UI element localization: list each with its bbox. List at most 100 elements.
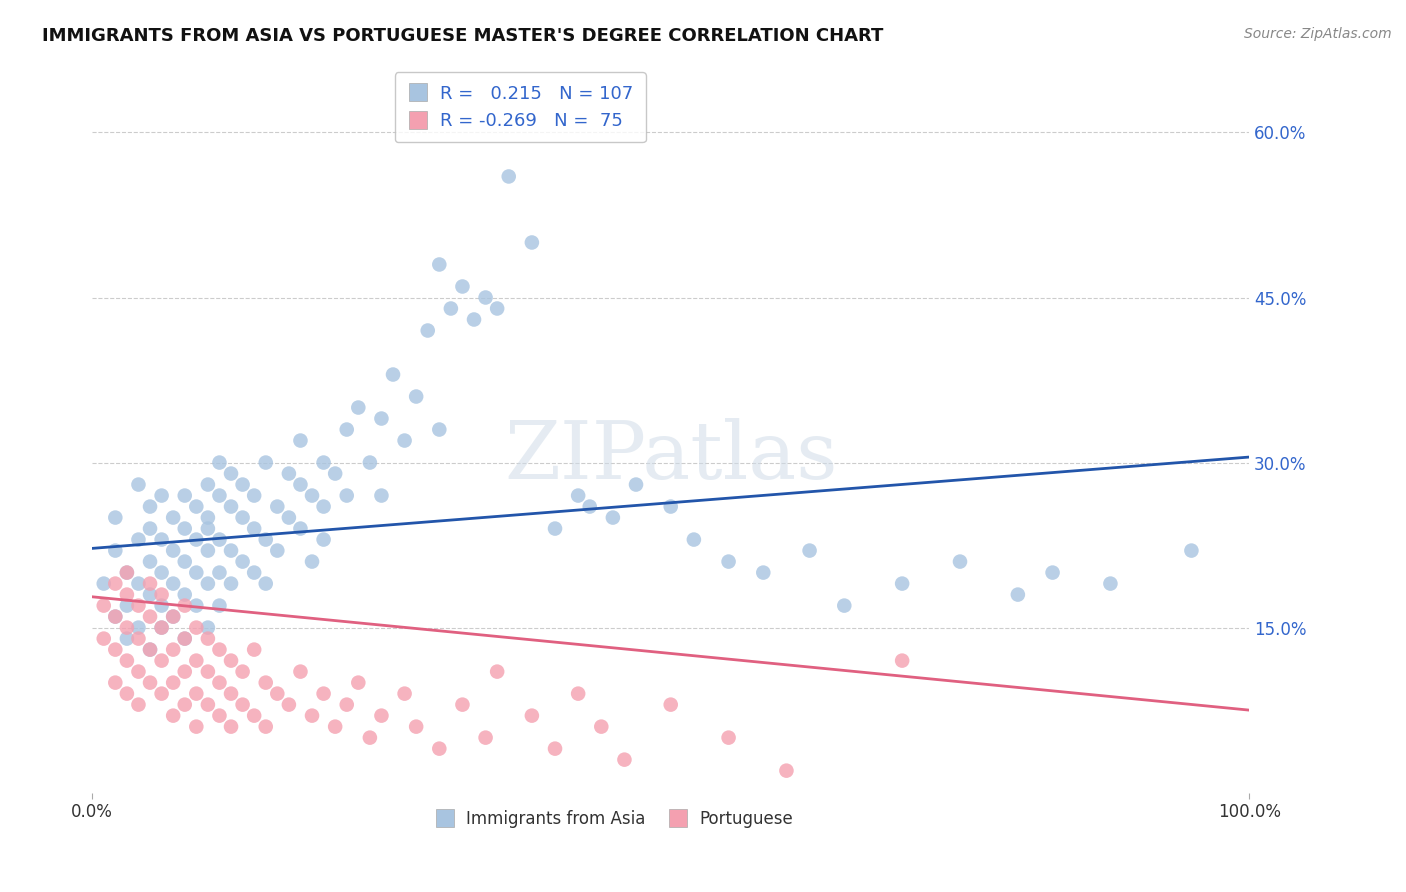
Point [208, 708, 231, 723]
Point [370, 489, 392, 503]
Point [208, 456, 231, 470]
Point [150, 621, 173, 635]
Point [186, 654, 208, 668]
Point [197, 543, 219, 558]
Point [115, 654, 138, 668]
Point [394, 687, 416, 701]
Point [115, 621, 138, 635]
Point [93, 576, 115, 591]
Point [139, 576, 162, 591]
Point [336, 423, 359, 437]
Point [162, 642, 184, 657]
Point [186, 533, 208, 547]
Point [405, 390, 427, 404]
Point [162, 708, 184, 723]
Point [115, 566, 138, 580]
Point [683, 533, 706, 547]
Point [162, 609, 184, 624]
Point [139, 588, 162, 602]
Point [463, 312, 485, 326]
Point [115, 599, 138, 613]
Point [208, 489, 231, 503]
Point [162, 609, 184, 624]
Point [254, 675, 277, 690]
Point [219, 720, 242, 734]
Point [290, 665, 312, 679]
Point [232, 555, 254, 569]
Point [208, 599, 231, 613]
Point [197, 632, 219, 646]
Point [323, 467, 346, 481]
Point [498, 169, 520, 184]
Point [359, 456, 381, 470]
Point [197, 576, 219, 591]
Point [799, 543, 821, 558]
Point [775, 764, 797, 778]
Point [208, 533, 231, 547]
Text: Source: ZipAtlas.com: Source: ZipAtlas.com [1244, 27, 1392, 41]
Point [127, 632, 149, 646]
Point [370, 708, 392, 723]
Point [312, 456, 335, 470]
Point [162, 576, 184, 591]
Point [347, 401, 370, 415]
Point [544, 741, 567, 756]
Point [219, 500, 242, 514]
Point [243, 708, 266, 723]
Point [359, 731, 381, 745]
Point [186, 599, 208, 613]
Point [520, 235, 543, 250]
Point [243, 522, 266, 536]
Point [266, 687, 288, 701]
Point [115, 632, 138, 646]
Point [1042, 566, 1064, 580]
Point [127, 533, 149, 547]
Point [336, 489, 359, 503]
Point [127, 576, 149, 591]
Point [1099, 576, 1122, 591]
Point [301, 555, 323, 569]
Point [127, 477, 149, 491]
Point [544, 522, 567, 536]
Point [382, 368, 405, 382]
Point [219, 467, 242, 481]
Point [312, 687, 335, 701]
Point [416, 324, 439, 338]
Point [150, 588, 173, 602]
Point [173, 522, 195, 536]
Point [394, 434, 416, 448]
Point [162, 543, 184, 558]
Point [567, 687, 589, 701]
Point [139, 522, 162, 536]
Point [832, 599, 855, 613]
Point [266, 543, 288, 558]
Point [150, 687, 173, 701]
Point [578, 500, 600, 514]
Point [312, 533, 335, 547]
Point [567, 489, 589, 503]
Point [232, 510, 254, 524]
Point [173, 698, 195, 712]
Point [891, 576, 914, 591]
Point [301, 489, 323, 503]
Point [266, 500, 288, 514]
Point [277, 467, 299, 481]
Point [139, 555, 162, 569]
Point [243, 566, 266, 580]
Point [405, 720, 427, 734]
Point [197, 510, 219, 524]
Point [219, 543, 242, 558]
Point [440, 301, 463, 316]
Point [613, 753, 636, 767]
Point [186, 566, 208, 580]
Point [139, 675, 162, 690]
Point [219, 654, 242, 668]
Point [197, 477, 219, 491]
Text: ZIPatlas: ZIPatlas [503, 417, 838, 495]
Point [173, 599, 195, 613]
Point [197, 665, 219, 679]
Point [139, 642, 162, 657]
Point [104, 609, 127, 624]
Point [474, 731, 496, 745]
Point [949, 555, 972, 569]
